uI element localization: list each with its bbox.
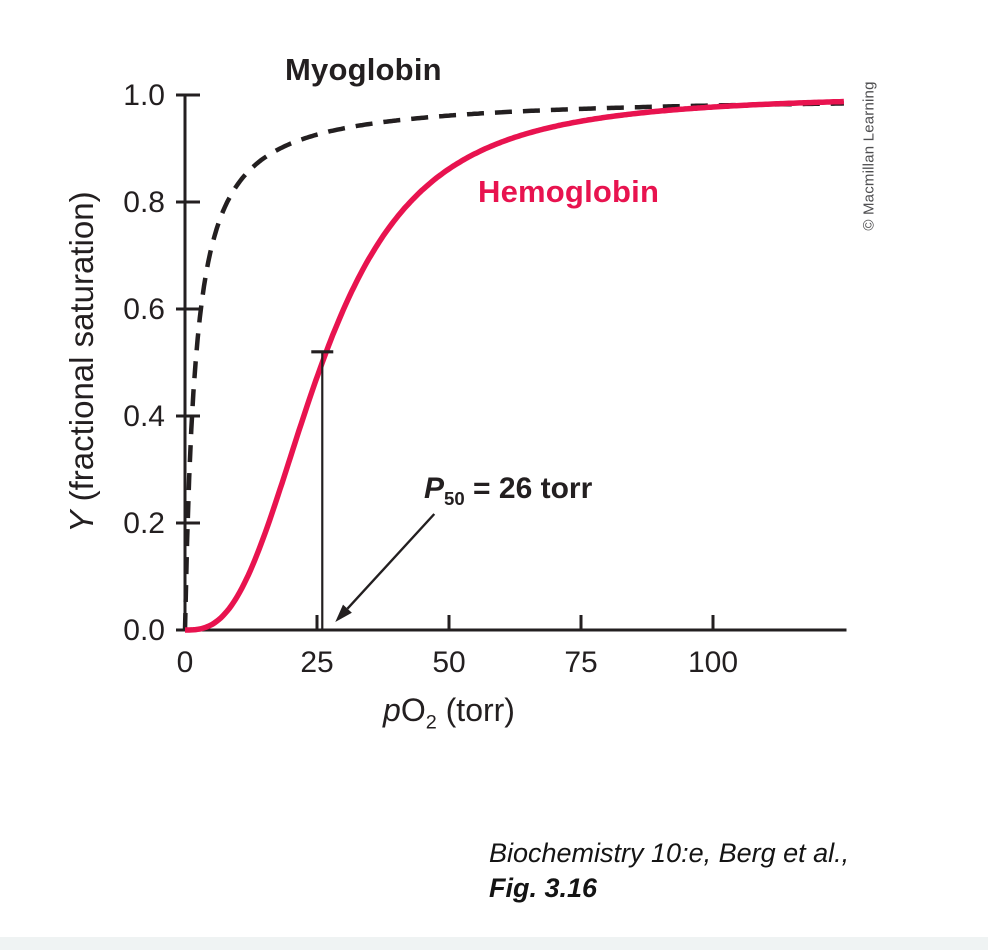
x-axis-symbol: p (383, 692, 401, 728)
y-axis-symbol: Y (63, 510, 100, 533)
x-tick-label: 100 (688, 646, 738, 679)
x-tick-label: 0 (177, 646, 194, 679)
hemoglobin-curve-label: Hemoglobin (478, 174, 660, 209)
x-axis-subscript: 2 (425, 711, 437, 734)
source-caption: Biochemistry 10:e, Berg et al., Fig. 3.1… (489, 836, 849, 906)
p50-value-text: = 26 torr (464, 472, 593, 505)
caption-book-line: Biochemistry 10:e, Berg et al., (489, 838, 850, 868)
y-tick-label: 0.0 (123, 614, 165, 647)
y-tick-label: 0.4 (123, 400, 165, 433)
y-tick-label: 0.2 (123, 507, 165, 540)
y-axis-label: Y (fractional saturation) (63, 191, 101, 532)
bottom-band (0, 937, 988, 950)
x-tick-label: 75 (564, 646, 597, 679)
p50-arrow-shaft (346, 513, 436, 610)
y-tick-label: 0.8 (123, 186, 165, 219)
hemoglobin-curve (185, 98, 845, 633)
p50-arrow-head (335, 604, 352, 622)
p50-subscript: 50 (444, 488, 465, 509)
y-axis-label-text: (fractional saturation) (63, 191, 100, 511)
binding-curve-chart: 0 25 50 75 100 0.0 0.2 0.4 0.6 0.8 1.0 (123, 79, 847, 679)
x-tick-label: 50 (432, 646, 465, 679)
p50-symbol: P (424, 472, 445, 505)
x-axis-unit: (torr) (436, 692, 515, 728)
caption-figure-number: Fig. 3.16 (489, 873, 598, 903)
publisher-credit: © Macmillan Learning (860, 81, 878, 231)
y-tick-label: 1.0 (123, 79, 165, 112)
x-tick-label: 25 (300, 646, 333, 679)
x-axis-element: O (400, 692, 426, 728)
x-axis-label: pO2 (torr) (383, 692, 515, 734)
p50-annotation-label: P50 = 26 torr (424, 472, 592, 510)
y-tick-label: 0.6 (123, 293, 165, 326)
myoglobin-curve-label: Myoglobin (285, 52, 442, 87)
